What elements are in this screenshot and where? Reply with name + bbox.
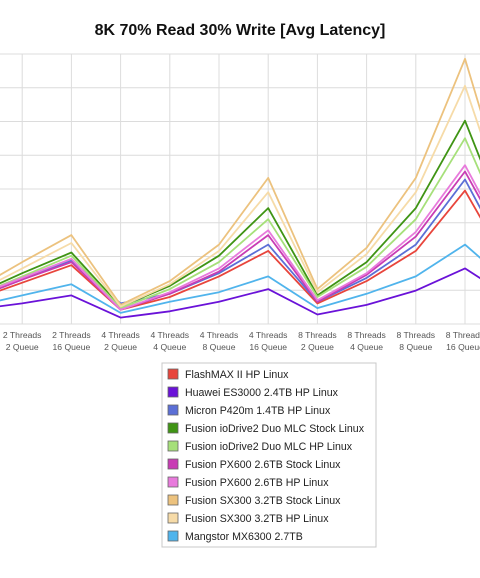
legend-swatch xyxy=(167,458,179,470)
legend-swatch xyxy=(167,494,179,506)
x-tick-label: 8 Threads 2 Queue xyxy=(298,330,337,352)
legend-swatch xyxy=(167,404,179,416)
series-line xyxy=(0,84,480,308)
legend-label: Fusion PX600 2.6TB HP Linux xyxy=(185,477,329,489)
x-tick-label: 8 Threads 8 Queue xyxy=(397,330,436,352)
legend-label: Mangstor MX6300 2.7TB xyxy=(185,531,303,543)
series-line xyxy=(0,178,480,305)
legend-swatch xyxy=(167,476,179,488)
series-line xyxy=(0,119,480,308)
legend-swatch xyxy=(167,512,179,524)
legend: FlashMAX II HP Linux Huawei ES3000 2.4TB … xyxy=(161,362,377,548)
legend-swatch xyxy=(167,422,179,434)
legend-swatch xyxy=(167,386,179,398)
legend-label: FlashMAX II HP Linux xyxy=(185,369,289,381)
series-line xyxy=(0,243,480,314)
x-tick-label: 8 Threads 4 Queue xyxy=(347,330,386,352)
legend-label: Fusion SX300 3.2TB HP Linux xyxy=(185,513,329,525)
legend-swatch xyxy=(167,440,179,452)
series-line xyxy=(0,267,480,319)
series-line xyxy=(0,164,480,311)
chart-title: 8K 70% Read 30% Write [Avg Latency] xyxy=(95,22,386,39)
series-line xyxy=(0,137,480,310)
legend-swatch xyxy=(167,368,179,380)
legend-label: Micron P420m 1.4TB HP Linux xyxy=(185,405,331,417)
series-lines xyxy=(0,57,480,319)
series-line xyxy=(0,189,480,311)
legend-label: Huawei ES3000 2.4TB HP Linux xyxy=(185,387,339,399)
x-tick-label: 2 Threads 2 Queue xyxy=(3,330,42,352)
series-line xyxy=(0,170,480,311)
legend-label: Fusion SX300 3.2TB Stock Linux xyxy=(185,495,341,507)
x-tick-label: 4 Threads 4 Queue xyxy=(151,330,190,352)
gridlines xyxy=(0,53,480,325)
legend-swatch xyxy=(167,530,179,542)
legend-label: Fusion ioDrive2 Duo MLC Stock Linux xyxy=(185,423,365,435)
x-tick-label: 2 Threads 16 Queue xyxy=(52,330,91,352)
legend-label: Fusion ioDrive2 Duo MLC HP Linux xyxy=(185,441,353,453)
legend-label: Fusion PX600 2.6TB Stock Linux xyxy=(185,459,341,471)
legend-box xyxy=(161,362,377,548)
x-tick-label: 4 Threads 16 Queue xyxy=(249,330,288,352)
x-tick-label: 4 Threads 8 Queue xyxy=(200,330,239,352)
series-line xyxy=(0,57,480,306)
x-tick-label: 4 Threads 2 Queue xyxy=(101,330,140,352)
